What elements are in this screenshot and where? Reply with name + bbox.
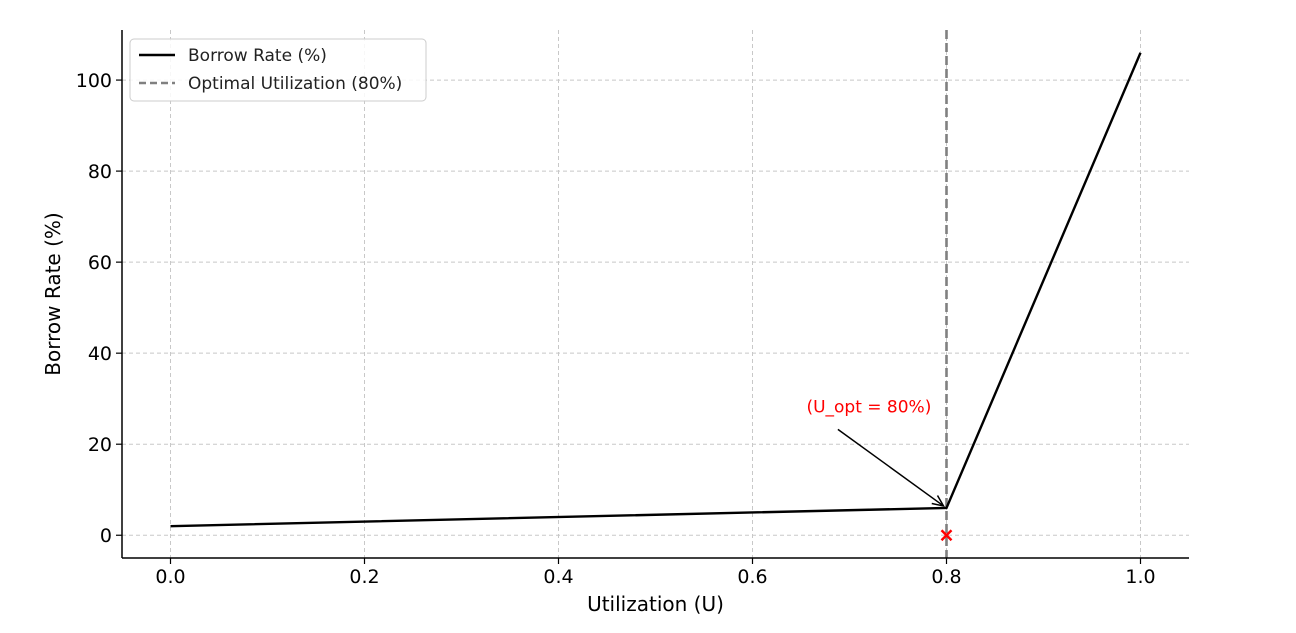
y-tick-label: 0 <box>100 525 112 547</box>
legend-label-borrow-rate: Borrow Rate (%) <box>188 46 327 66</box>
x-tick-label: 1.0 <box>1125 566 1155 588</box>
y-tick-label: 20 <box>88 434 112 456</box>
axes-layer: 0.0 0.2 0.4 0.6 0.8 1.0 0 20 40 60 80 100 Utilizatio… <box>41 30 1189 616</box>
annotation-arrow-shaft <box>838 429 944 506</box>
series-layer <box>170 30 1140 558</box>
y-tick-label: 40 <box>88 343 112 365</box>
borrow-rate-line <box>171 53 1141 526</box>
legend-label-optimal-utilization: Optimal Utilization (80%) <box>188 74 402 94</box>
annotation-layer: (U_opt = 80%) <box>806 397 943 506</box>
y-tick-label: 100 <box>76 70 112 92</box>
x-tick-label: 0.4 <box>543 566 573 588</box>
optimal-utilization-annotation: (U_opt = 80%) <box>806 397 931 417</box>
x-tick-label: 0.0 <box>155 566 185 588</box>
y-tick-label: 80 <box>88 161 112 183</box>
y-axis-label: Borrow Rate (%) <box>41 212 65 375</box>
x-axis-label: Utilization (U) <box>587 592 724 616</box>
annotation-arrow-head <box>932 496 944 506</box>
x-tick-label: 0.2 <box>349 566 379 588</box>
legend: Borrow Rate (%) Optimal Utilization (80%) <box>130 39 426 101</box>
x-tick-label: 0.8 <box>931 566 961 588</box>
grid-layer <box>122 30 1189 558</box>
y-tick-label: 60 <box>88 252 112 274</box>
x-tick-label: 0.6 <box>737 566 767 588</box>
